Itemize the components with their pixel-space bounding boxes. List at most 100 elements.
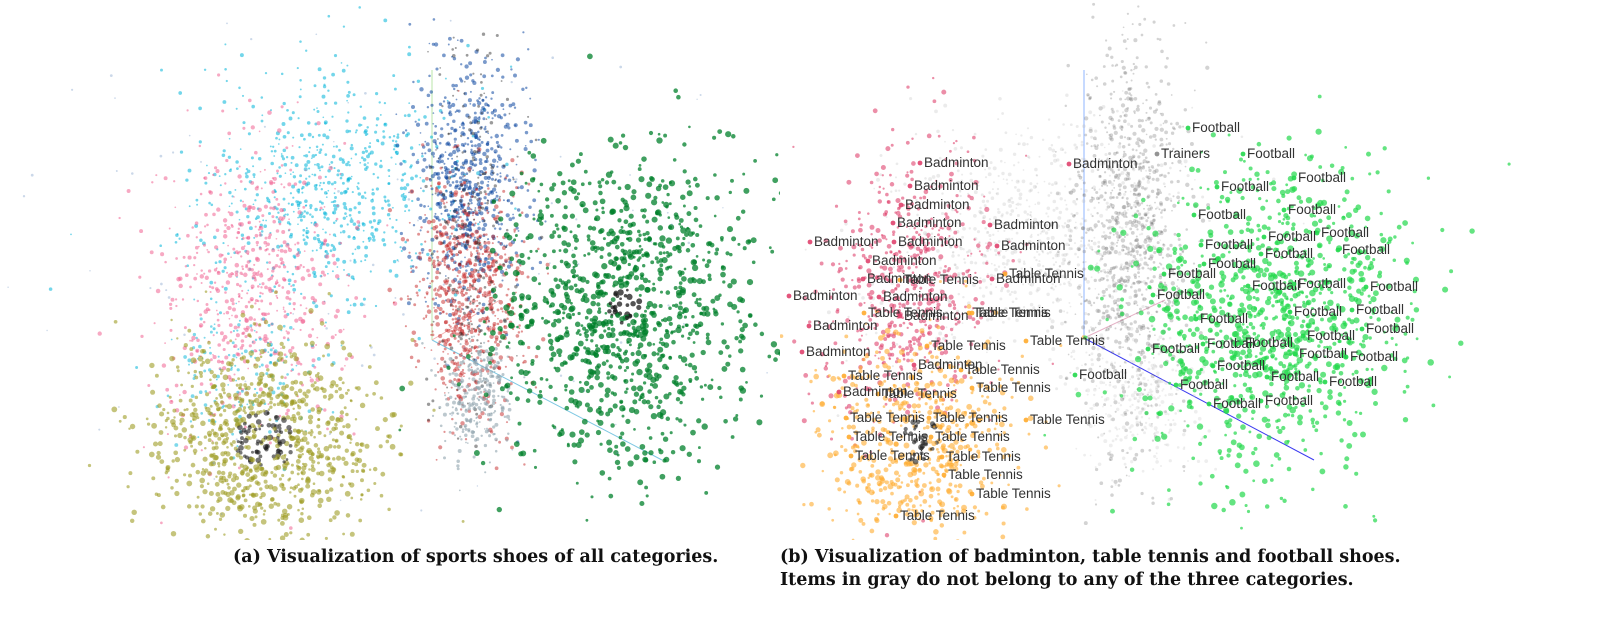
data-point xyxy=(704,263,710,269)
data-point xyxy=(448,36,452,41)
data-point xyxy=(480,365,484,369)
data-point xyxy=(335,417,341,423)
data-point xyxy=(425,314,428,317)
data-point xyxy=(494,151,496,154)
data-point xyxy=(394,241,397,244)
data-point xyxy=(358,518,363,523)
data-point xyxy=(370,198,374,203)
data-point xyxy=(523,309,527,313)
data-point xyxy=(310,383,315,388)
data-point xyxy=(304,204,307,207)
data-point xyxy=(465,262,468,266)
data-point xyxy=(560,180,566,186)
data-point xyxy=(499,269,505,275)
data-point xyxy=(452,298,455,301)
data-point xyxy=(297,483,300,487)
data-point xyxy=(206,164,208,167)
data-point xyxy=(476,147,482,152)
data-point xyxy=(734,336,739,341)
data-point xyxy=(458,400,462,404)
data-point xyxy=(222,408,227,413)
data-point xyxy=(269,353,273,357)
data-point xyxy=(266,422,272,428)
data-point xyxy=(296,411,301,416)
data-point xyxy=(209,404,213,408)
data-point xyxy=(473,196,477,199)
data-point xyxy=(448,183,452,187)
data-point xyxy=(605,348,611,355)
data-point xyxy=(430,237,435,242)
data-point xyxy=(244,538,250,540)
data-point xyxy=(452,234,456,238)
data-point xyxy=(656,404,661,410)
data-point xyxy=(477,239,481,243)
data-point xyxy=(195,469,201,475)
data-point xyxy=(324,231,327,234)
data-point xyxy=(294,318,299,323)
data-point xyxy=(466,326,471,330)
data-point xyxy=(219,372,223,375)
data-point xyxy=(451,157,454,160)
data-point xyxy=(242,203,247,208)
data-point xyxy=(224,68,227,71)
data-point xyxy=(485,383,489,387)
data-point xyxy=(442,412,447,417)
data-point xyxy=(286,424,292,431)
data-point xyxy=(520,271,525,276)
data-point xyxy=(483,428,486,430)
data-point xyxy=(466,276,469,279)
data-point xyxy=(603,329,607,333)
data-point xyxy=(484,96,488,99)
data-point xyxy=(281,508,288,515)
data-point xyxy=(458,262,462,265)
data-point xyxy=(262,219,265,222)
data-point xyxy=(470,144,474,148)
data-point xyxy=(515,186,519,190)
data-point xyxy=(296,101,299,104)
data-point xyxy=(491,91,495,95)
data-point xyxy=(197,436,200,439)
data-point xyxy=(492,238,495,241)
data-point xyxy=(223,312,225,315)
data-point xyxy=(443,219,446,222)
data-point xyxy=(266,368,270,372)
data-point xyxy=(477,209,480,212)
data-point xyxy=(455,356,458,359)
data-point xyxy=(327,180,331,185)
data-point xyxy=(463,103,468,108)
data-point xyxy=(508,112,511,115)
data-point xyxy=(365,393,369,397)
data-point xyxy=(259,291,262,295)
data-point xyxy=(451,431,455,435)
data-point xyxy=(564,388,568,392)
data-point xyxy=(247,132,251,136)
data-point xyxy=(580,324,584,327)
data-point xyxy=(284,428,288,433)
data-point xyxy=(454,366,459,372)
data-point xyxy=(465,178,469,183)
data-point xyxy=(298,517,305,523)
data-point xyxy=(212,334,215,337)
data-point xyxy=(370,225,374,229)
data-point xyxy=(248,484,252,488)
data-point xyxy=(263,224,267,228)
data-point xyxy=(307,132,312,137)
data-point xyxy=(556,318,562,324)
data-point xyxy=(350,217,353,220)
data-point xyxy=(388,269,393,273)
data-point xyxy=(159,411,165,417)
data-point xyxy=(435,186,438,190)
data-point xyxy=(525,398,531,403)
data-point xyxy=(231,302,235,306)
data-point xyxy=(453,209,457,213)
data-point xyxy=(260,424,264,428)
data-point xyxy=(442,184,447,189)
data-point xyxy=(459,398,462,401)
data-point xyxy=(340,62,343,64)
data-point xyxy=(508,217,513,222)
data-point xyxy=(428,74,431,78)
data-point xyxy=(470,323,473,326)
data-point xyxy=(519,252,525,259)
data-point xyxy=(457,286,460,289)
data-point xyxy=(331,270,334,273)
